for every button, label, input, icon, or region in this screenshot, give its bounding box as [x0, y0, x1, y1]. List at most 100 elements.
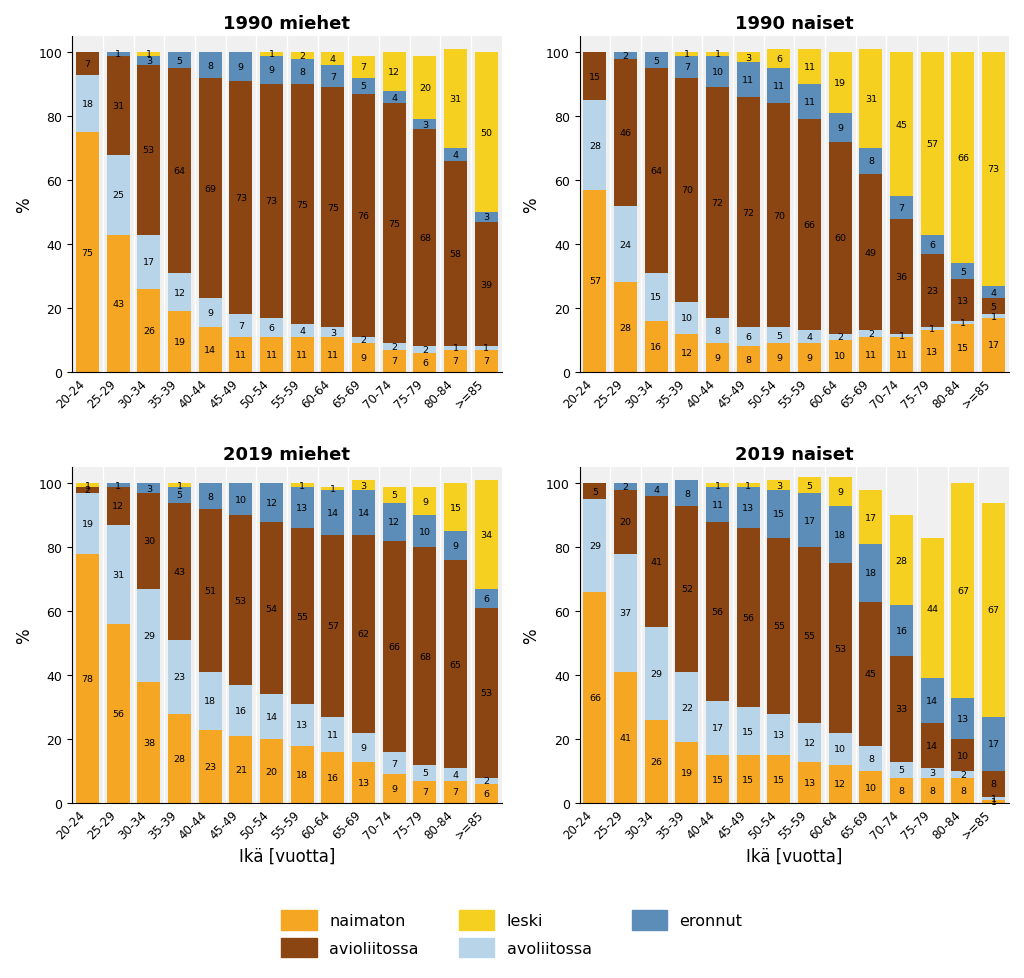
Text: 53: 53	[835, 644, 847, 653]
Text: 12: 12	[681, 349, 693, 358]
Text: 12: 12	[113, 502, 124, 511]
Bar	[352, 481, 375, 490]
Bar	[322, 337, 344, 373]
Bar	[444, 50, 467, 149]
Text: 9: 9	[422, 497, 428, 506]
Text: 14: 14	[204, 346, 216, 355]
Text: 13: 13	[956, 714, 969, 723]
Text: 7: 7	[899, 203, 904, 212]
Text: 28: 28	[620, 324, 632, 333]
Text: 70: 70	[681, 186, 693, 195]
Bar	[767, 490, 791, 538]
Text: 58: 58	[450, 250, 462, 259]
Text: 10: 10	[835, 352, 846, 361]
Bar	[707, 487, 729, 522]
Bar	[921, 53, 944, 236]
Bar	[475, 53, 498, 213]
Text: 28: 28	[173, 754, 185, 763]
Text: 17: 17	[142, 258, 155, 267]
Bar	[414, 57, 436, 120]
Text: 9: 9	[807, 354, 813, 363]
Bar	[106, 57, 130, 156]
Bar	[951, 484, 975, 698]
Bar	[676, 302, 698, 334]
Text: 31: 31	[112, 102, 124, 111]
Text: 6: 6	[268, 324, 274, 333]
Bar	[890, 515, 913, 605]
Text: 31: 31	[450, 95, 462, 104]
Bar	[229, 515, 252, 686]
Text: 9: 9	[776, 354, 782, 363]
Bar	[260, 739, 283, 803]
Text: 11: 11	[865, 350, 877, 360]
Text: 56: 56	[712, 607, 724, 616]
Bar	[444, 350, 467, 373]
Text: 72: 72	[742, 208, 755, 217]
Bar	[137, 484, 161, 494]
Text: 1: 1	[115, 481, 121, 490]
Text: 10: 10	[419, 527, 431, 536]
Text: 73: 73	[234, 194, 247, 203]
Bar	[291, 529, 313, 704]
Bar	[951, 264, 975, 280]
Text: 5: 5	[391, 491, 397, 500]
Text: 15: 15	[450, 504, 462, 512]
Bar	[982, 772, 1006, 797]
Text: 6: 6	[930, 241, 935, 249]
Bar	[168, 53, 191, 69]
Text: 5: 5	[807, 481, 813, 490]
Text: 6: 6	[422, 359, 428, 368]
Text: 1: 1	[745, 481, 752, 490]
Bar	[890, 334, 913, 337]
Text: 8: 8	[207, 62, 213, 70]
Bar	[383, 105, 406, 344]
Bar	[798, 50, 821, 85]
Bar	[291, 60, 313, 85]
Text: 20: 20	[620, 517, 632, 527]
Bar	[767, 344, 791, 373]
Bar	[76, 487, 99, 494]
Bar	[645, 322, 668, 373]
Text: 1: 1	[453, 344, 459, 353]
Text: 11: 11	[327, 350, 339, 360]
Bar	[798, 548, 821, 724]
Title: 2019 miehet: 2019 miehet	[223, 446, 350, 464]
Bar	[199, 299, 221, 328]
Text: 5: 5	[899, 765, 904, 775]
Text: 1: 1	[990, 312, 996, 321]
Bar	[414, 515, 436, 548]
Text: 26: 26	[650, 757, 663, 766]
Bar	[352, 344, 375, 373]
Bar	[737, 63, 760, 98]
Bar	[168, 312, 191, 373]
Text: 20: 20	[265, 767, 278, 776]
Text: 5: 5	[592, 487, 598, 497]
Text: 26: 26	[142, 327, 155, 335]
Text: 8: 8	[684, 489, 690, 498]
Text: 1: 1	[959, 319, 966, 328]
Text: 2: 2	[483, 777, 489, 785]
Text: 41: 41	[620, 734, 632, 742]
Bar	[352, 79, 375, 95]
Legend: naimaton, avioliitossa, leski, avoliitossa, eronnut: naimaton, avioliitossa, leski, avoliitos…	[273, 903, 751, 965]
Bar	[676, 507, 698, 672]
Bar	[645, 274, 668, 322]
Bar	[707, 57, 729, 88]
Text: 8: 8	[745, 355, 752, 364]
Bar	[322, 487, 344, 490]
Text: 29: 29	[589, 542, 601, 551]
Bar	[614, 672, 637, 803]
Bar	[584, 500, 606, 593]
Bar	[260, 694, 283, 739]
Text: 2: 2	[391, 342, 397, 351]
Bar	[352, 57, 375, 79]
Bar	[982, 797, 1006, 800]
Text: 4: 4	[990, 289, 996, 297]
Bar	[707, 522, 729, 701]
Bar	[921, 724, 944, 768]
Bar	[798, 120, 821, 332]
Text: 17: 17	[988, 739, 999, 749]
Bar	[890, 778, 913, 803]
Bar	[414, 548, 436, 765]
Bar	[322, 67, 344, 88]
